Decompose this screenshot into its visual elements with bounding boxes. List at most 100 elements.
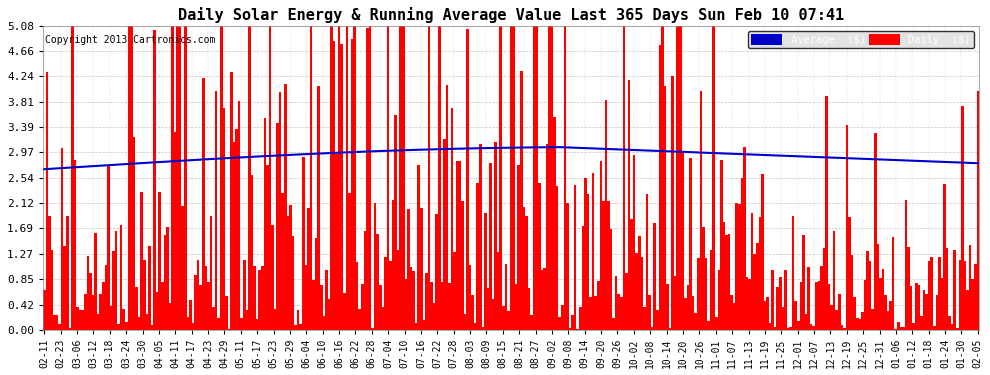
Bar (633, 155, 636, 330)
Bar (471, 296, 474, 330)
Bar (192, 323, 194, 330)
Bar (218, 318, 220, 330)
Bar (292, 236, 294, 330)
Bar (558, 318, 561, 330)
Bar (358, 309, 361, 330)
Bar (766, 297, 769, 330)
Bar (538, 183, 541, 330)
Bar (794, 300, 797, 330)
Bar (663, 86, 666, 330)
Bar (718, 270, 720, 330)
Bar (771, 270, 774, 330)
Bar (55, 315, 58, 330)
Bar (238, 101, 241, 330)
Bar (279, 93, 281, 330)
Bar (515, 284, 518, 330)
Bar (813, 326, 815, 330)
Bar (407, 209, 410, 330)
Bar (400, 26, 402, 330)
Bar (202, 78, 205, 330)
Bar (625, 273, 628, 330)
Bar (648, 295, 650, 330)
Bar (681, 152, 684, 330)
Bar (225, 296, 228, 330)
Bar (594, 296, 597, 330)
Bar (602, 201, 605, 330)
Bar (694, 313, 697, 330)
Bar (492, 299, 494, 330)
Bar (666, 284, 669, 330)
Bar (566, 203, 568, 330)
Bar (210, 216, 212, 330)
Bar (276, 123, 279, 330)
Bar (392, 200, 394, 330)
Bar (231, 72, 233, 330)
Bar (587, 194, 589, 330)
Bar (789, 327, 792, 330)
Bar (76, 307, 79, 330)
Bar (736, 203, 738, 330)
Bar (344, 293, 346, 330)
Bar (776, 287, 779, 330)
Bar (297, 310, 299, 330)
Bar (384, 257, 387, 330)
Bar (576, 329, 579, 330)
Bar (43, 290, 46, 330)
Bar (823, 248, 826, 330)
Bar (215, 91, 218, 330)
Bar (138, 318, 141, 330)
Bar (571, 315, 574, 330)
Bar (166, 227, 168, 330)
Bar (684, 298, 687, 330)
Bar (136, 287, 138, 330)
Bar (497, 252, 500, 330)
Bar (58, 324, 61, 330)
Bar (320, 285, 323, 330)
Bar (533, 26, 536, 330)
Bar (926, 294, 928, 330)
Bar (466, 29, 468, 330)
Bar (802, 235, 805, 330)
Bar (444, 139, 446, 330)
Bar (950, 324, 953, 330)
Bar (833, 231, 836, 330)
Bar (148, 246, 150, 330)
Bar (107, 165, 110, 330)
Bar (971, 279, 974, 330)
Bar (446, 85, 448, 330)
Bar (325, 270, 328, 330)
Bar (456, 161, 458, 330)
Bar (261, 266, 263, 330)
Bar (976, 91, 979, 330)
Bar (969, 245, 971, 330)
Bar (68, 328, 71, 330)
Bar (553, 117, 556, 330)
Bar (418, 165, 420, 330)
Bar (874, 133, 876, 330)
Bar (53, 315, 55, 330)
Bar (807, 267, 810, 330)
Bar (592, 172, 594, 330)
Bar (707, 321, 710, 330)
Bar (605, 100, 607, 330)
Bar (939, 257, 940, 330)
Bar (205, 266, 207, 330)
Bar (525, 216, 528, 330)
Bar (541, 270, 544, 330)
Bar (338, 26, 341, 330)
Bar (831, 305, 833, 330)
Bar (958, 260, 961, 330)
Bar (905, 200, 907, 330)
Bar (353, 26, 355, 330)
Bar (826, 96, 828, 330)
Bar (820, 266, 823, 330)
Bar (579, 307, 581, 330)
Bar (287, 216, 289, 330)
Bar (918, 285, 920, 330)
Bar (271, 225, 274, 330)
Bar (687, 285, 689, 330)
Bar (299, 324, 302, 330)
Bar (720, 160, 723, 330)
Bar (163, 235, 166, 330)
Bar (99, 294, 102, 330)
